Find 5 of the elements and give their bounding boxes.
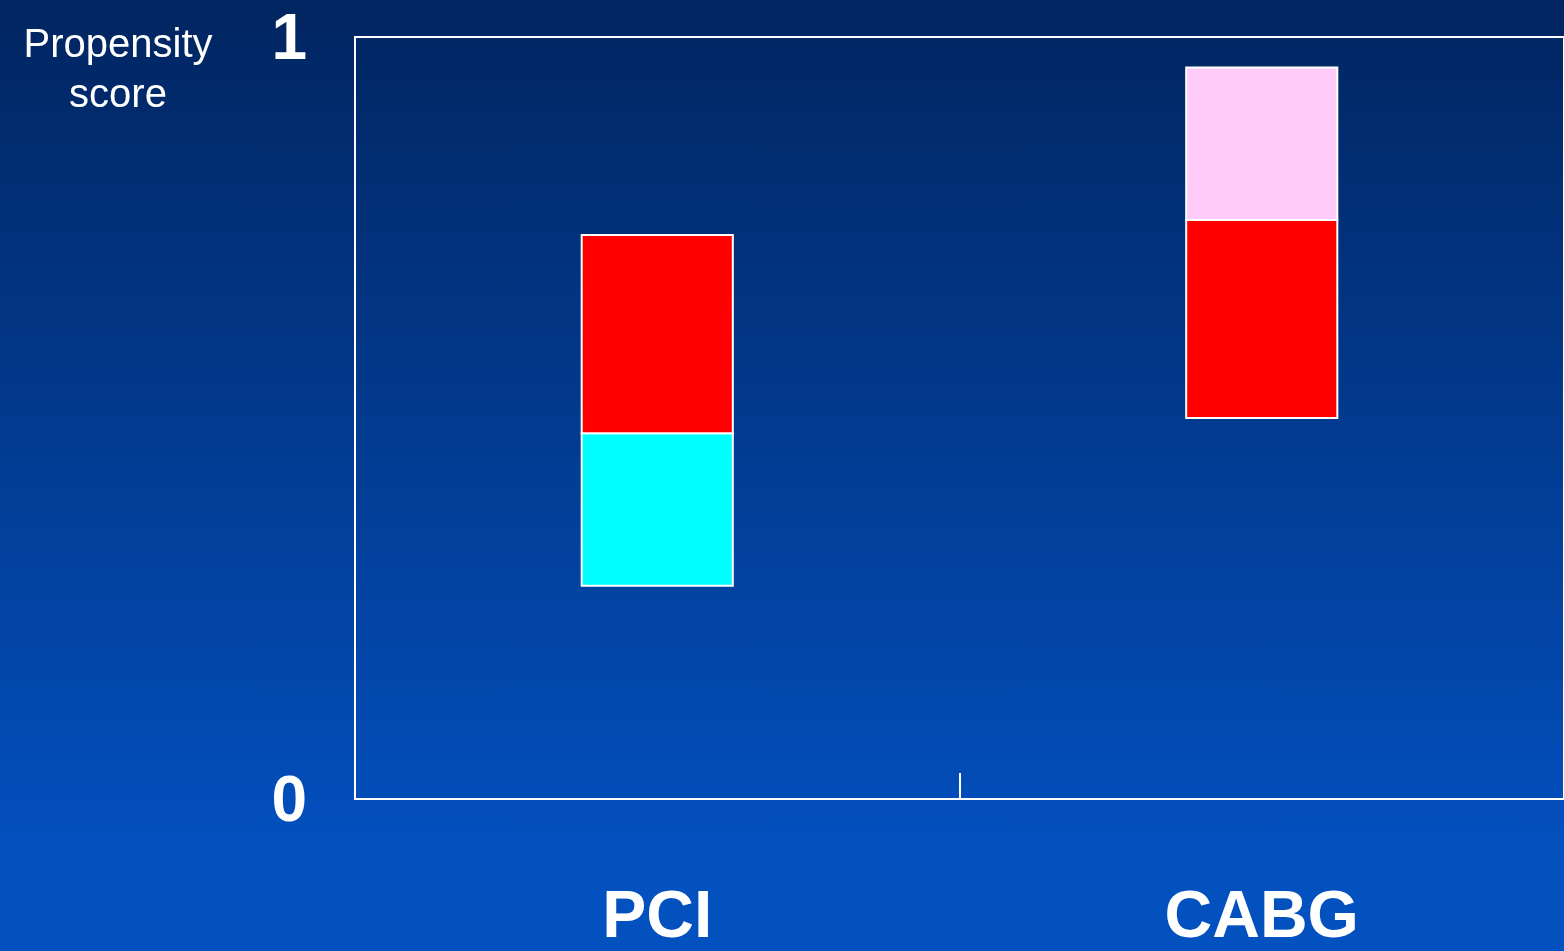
x-tick-label: PCI <box>602 877 713 951</box>
y-tick-label: 0 <box>271 763 307 835</box>
y-tick-label: 1 <box>271 1 307 73</box>
y-axis-title: Propensity score <box>23 21 213 115</box>
x-tick-label: CABG <box>1164 877 1359 951</box>
